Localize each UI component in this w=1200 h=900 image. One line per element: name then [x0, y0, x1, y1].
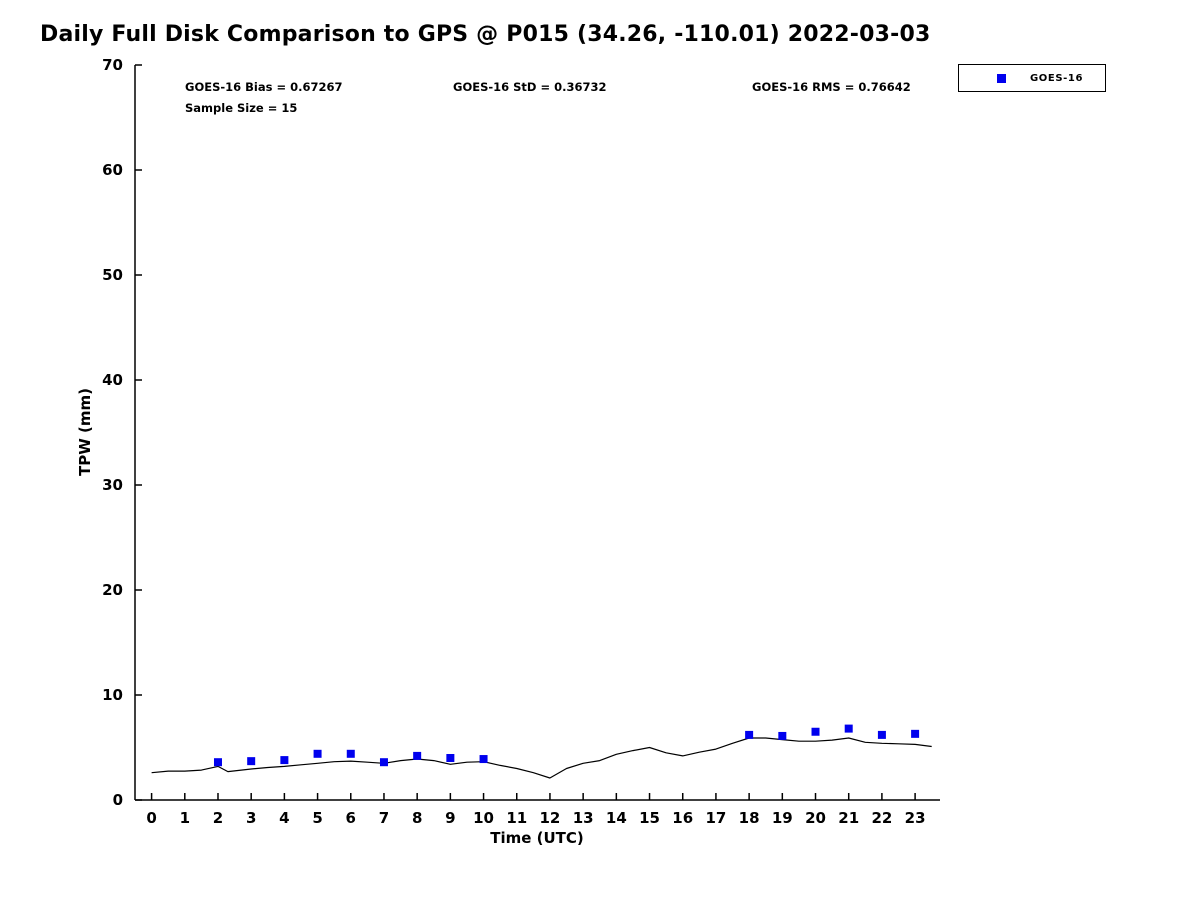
x-tick-label: 12	[540, 809, 561, 827]
goes16-marker	[811, 727, 820, 736]
goes16-marker	[745, 730, 754, 739]
goes16-marker	[379, 758, 388, 767]
y-tick-label: 20	[102, 581, 123, 599]
x-tick-label: 13	[573, 809, 594, 827]
x-tick-label: 1	[180, 809, 190, 827]
chart-title: Daily Full Disk Comparison to GPS @ P015…	[40, 22, 931, 47]
goes16-marker	[844, 724, 853, 733]
stat-sample-size: Sample Size = 15	[185, 101, 298, 115]
goes16-marker	[280, 756, 289, 765]
x-tick-label: 5	[312, 809, 322, 827]
x-tick-label: 14	[606, 809, 627, 827]
y-tick-label: 10	[102, 686, 123, 704]
goes16-marker	[346, 749, 355, 758]
y-tick-label: 50	[102, 266, 123, 284]
gps-line	[151, 737, 932, 779]
y-tick-label: 40	[102, 371, 123, 389]
goes16-marker	[911, 729, 920, 738]
stat-rms: GOES-16 RMS = 0.76642	[752, 80, 911, 94]
goes16-marker	[877, 730, 886, 739]
legend: GOES-16	[958, 64, 1106, 92]
x-tick-label: 19	[772, 809, 793, 827]
goes16-marker	[479, 755, 488, 764]
y-tick-label: 0	[113, 791, 123, 809]
x-tick-label: 22	[871, 809, 892, 827]
stat-std: GOES-16 StD = 0.36732	[453, 80, 607, 94]
x-tick-label: 8	[412, 809, 422, 827]
y-axis-label: TPW (mm)	[76, 388, 94, 476]
x-tick-label: 17	[705, 809, 726, 827]
x-tick-label: 20	[805, 809, 826, 827]
x-tick-label: 2	[213, 809, 223, 827]
x-tick-label: 4	[279, 809, 289, 827]
x-tick-label: 16	[672, 809, 693, 827]
x-tick-label: 3	[246, 809, 256, 827]
goes16-marker	[413, 751, 422, 760]
goes16-marker	[446, 754, 455, 762]
x-tick-label: 18	[739, 809, 760, 827]
goes16-marker	[213, 758, 222, 767]
x-tick-label: 11	[506, 809, 527, 827]
x-tick-label: 15	[639, 809, 660, 827]
x-tick-label: 21	[838, 809, 859, 827]
x-tick-label: 9	[445, 809, 455, 827]
legend-square-marker-icon	[997, 73, 1006, 83]
goes16-marker	[247, 757, 256, 766]
x-tick-label: 7	[379, 809, 389, 827]
y-tick-label: 60	[102, 161, 123, 179]
legend-label: GOES-16	[1030, 72, 1084, 84]
x-tick-label: 6	[346, 809, 356, 827]
y-tick-label: 70	[102, 56, 123, 74]
goes16-marker	[778, 731, 787, 740]
x-tick-label: 0	[146, 809, 156, 827]
x-axis-label: Time (UTC)	[490, 829, 584, 847]
y-tick-label: 30	[102, 476, 123, 494]
x-tick-label: 23	[905, 809, 926, 827]
goes16-marker	[313, 749, 322, 758]
x-tick-label: 10	[473, 809, 494, 827]
stat-bias: GOES-16 Bias = 0.67267	[185, 80, 343, 94]
